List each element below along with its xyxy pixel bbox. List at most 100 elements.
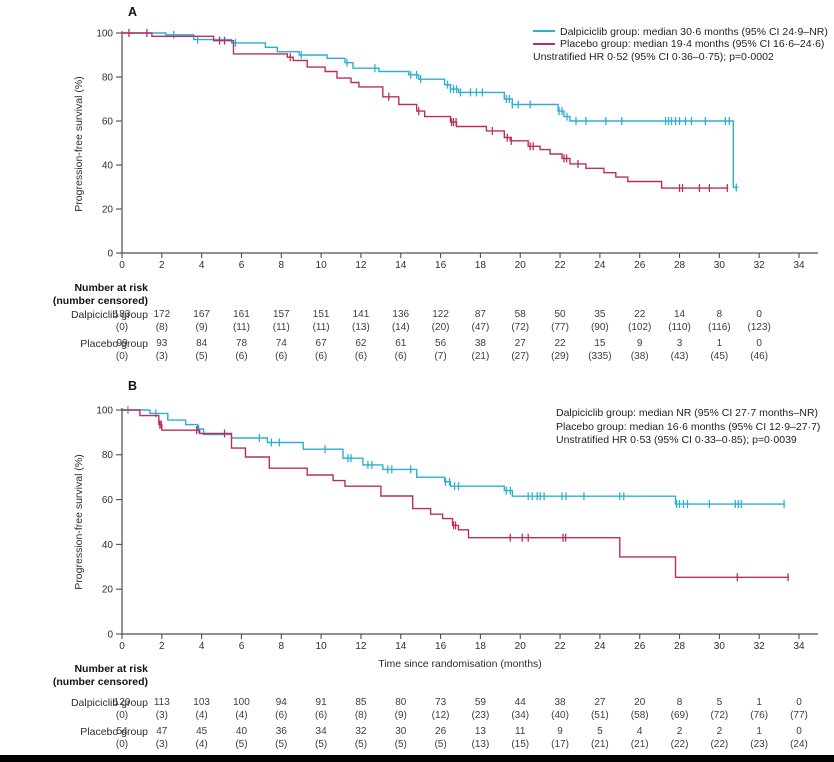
at-risk-count: 85 (355, 697, 367, 708)
x-tick-label: 6 (239, 641, 245, 652)
at-risk-count: 172 (153, 309, 171, 320)
x-tick-label: 32 (754, 260, 766, 271)
censored-count: (116) (708, 322, 731, 333)
censored-count: (17) (551, 739, 569, 750)
y-tick-label: 0 (107, 248, 113, 259)
censored-count: (14) (391, 322, 410, 333)
censored-count: (3) (155, 739, 168, 750)
x-tick-label: 28 (674, 260, 686, 271)
at-risk-count: 5 (716, 697, 723, 708)
at-risk-count: 34 (315, 726, 327, 737)
censored-count: (6) (314, 710, 328, 721)
at-risk-count: 78 (235, 338, 248, 349)
at-risk-count: 59 (474, 697, 486, 708)
panel-b-label: B (128, 379, 138, 393)
at-risk-count: 15 (594, 338, 606, 349)
censored-count: (21) (471, 351, 490, 362)
legend-text-dalpiciclib: Dalpiciclib group: median 30·6 months (9… (560, 26, 828, 38)
censored-count: (0) (115, 351, 129, 362)
risk-row-label-dalpiciclib: Dalpiciclib group (70, 309, 148, 321)
censored-count: (8) (155, 322, 168, 333)
y-tick-label: 40 (102, 540, 114, 551)
y-tick-label: 80 (102, 450, 114, 461)
censored-count: (77) (551, 322, 569, 333)
risk-table-header-b-line2: (number censored) (52, 676, 148, 688)
censored-count: (40) (551, 710, 569, 721)
at-risk-count: 167 (193, 309, 210, 320)
censored-count: (11) (312, 322, 330, 333)
at-risk-count: 120 (113, 697, 131, 708)
at-risk-count: 44 (514, 697, 526, 708)
y-tick-label: 80 (102, 72, 114, 83)
censored-count: (77) (790, 710, 808, 721)
censored-count: (5) (434, 739, 447, 750)
censored-count: (13) (471, 739, 490, 750)
censored-count: (22) (670, 739, 689, 750)
x-tick-label: 30 (714, 641, 726, 652)
y-axis-title-panel-b: Progression-free survival (%) (73, 454, 85, 590)
x-tick-label: 12 (355, 260, 367, 271)
at-risk-count: 93 (156, 338, 168, 349)
legend-line-placebo: Placebo group: median 16·6 months (95% C… (556, 420, 821, 433)
x-tick-label: 4 (199, 260, 205, 271)
at-risk-count: 54 (116, 726, 128, 737)
x-tick-label: 26 (634, 641, 646, 652)
censored-count: (45) (710, 351, 729, 362)
censored-count: (34) (511, 710, 530, 721)
at-risk-count: 0 (756, 338, 762, 349)
at-risk-count: 1 (756, 697, 762, 708)
censored-count: (22) (710, 739, 729, 750)
x-tick-label: 2 (159, 641, 165, 652)
x-tick-label: 4 (199, 641, 205, 652)
censored-count: (11) (272, 322, 290, 333)
x-tick-label: 8 (279, 641, 285, 652)
censored-count: (102) (628, 322, 652, 333)
censored-count: (69) (670, 710, 689, 721)
at-risk-count: 13 (474, 726, 486, 737)
censored-count: (335) (588, 351, 612, 362)
legend-line-dalpiciclib: Dalpiciclib group: median NR (95% CI 27·… (556, 407, 819, 419)
y-tick-label: 100 (96, 405, 113, 416)
legend-text-placebo: Placebo group: median 19·4 months (95% C… (560, 38, 825, 51)
at-risk-count: 50 (554, 309, 566, 320)
at-risk-count: 30 (395, 726, 407, 737)
x-tick-label: 24 (594, 260, 606, 271)
at-risk-count: 26 (435, 726, 447, 737)
censored-count: (38) (630, 351, 649, 362)
at-risk-count: 5 (597, 726, 603, 737)
y-tick-label: 0 (107, 629, 113, 640)
censored-count: (3) (155, 351, 168, 362)
at-risk-count: 32 (355, 726, 367, 737)
x-tick-label: 20 (515, 641, 527, 652)
censored-count: (4) (235, 710, 248, 721)
censored-count: (72) (710, 710, 729, 721)
x-tick-label: 6 (239, 260, 245, 271)
risk-row-label-placebo: Placebo group (80, 338, 148, 350)
censored-count: (24) (790, 739, 808, 750)
at-risk-count: 161 (233, 309, 250, 320)
y-tick-label: 40 (102, 160, 114, 171)
x-tick-label: 16 (435, 260, 447, 271)
at-risk-count: 84 (196, 338, 208, 349)
x-tick-label: 32 (754, 641, 766, 652)
at-risk-count: 38 (554, 697, 566, 708)
censored-count: (5) (235, 739, 248, 750)
at-risk-count: 87 (474, 309, 486, 320)
km-curve-placebo-panel-A (122, 32, 729, 189)
censored-count: (5) (275, 739, 288, 750)
x-tick-label: 22 (554, 260, 566, 271)
censored-count: (21) (590, 739, 609, 750)
at-risk-count: 3 (676, 338, 683, 349)
at-risk-count: 62 (355, 338, 367, 349)
censored-count: (58) (630, 710, 649, 721)
x-tick-label: 8 (279, 260, 285, 271)
censored-count: (46) (750, 351, 769, 362)
censored-count: (27) (511, 351, 530, 362)
x-axis-title: Time since randomisation (months) (378, 658, 542, 670)
censored-count: (6) (314, 351, 328, 362)
x-tick-label: 18 (475, 641, 487, 652)
censored-count: (6) (394, 351, 407, 362)
censored-count: (23) (471, 710, 490, 721)
